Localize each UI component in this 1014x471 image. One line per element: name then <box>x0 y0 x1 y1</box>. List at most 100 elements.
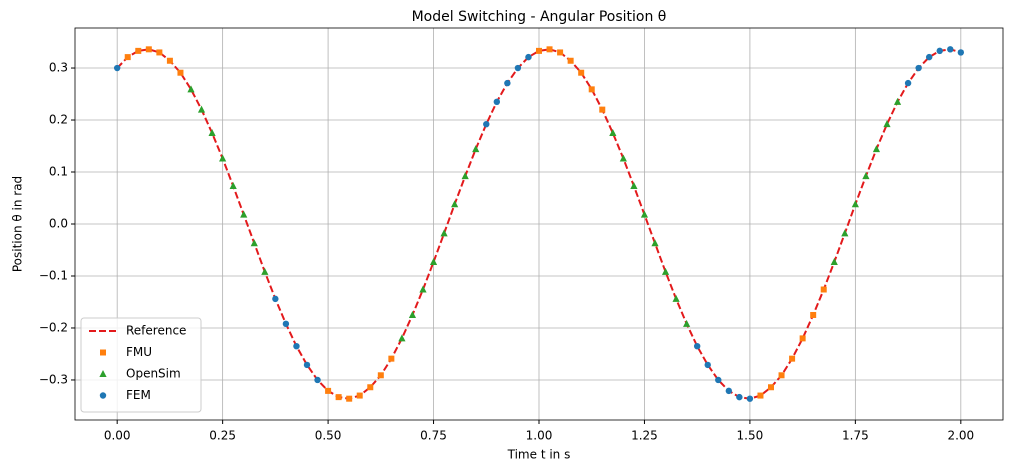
circle-marker <box>99 392 107 399</box>
circle-marker <box>303 361 311 369</box>
y-tick-label: −0.3 <box>39 372 68 386</box>
x-axis-label: Time t in s <box>507 448 571 462</box>
triangle-marker <box>661 267 670 275</box>
square-marker <box>789 355 796 362</box>
marks <box>113 46 965 402</box>
circle-marker <box>925 53 933 61</box>
square-marker <box>799 335 806 342</box>
square-marker <box>135 47 142 54</box>
circle-marker <box>725 387 733 395</box>
square-marker <box>166 57 173 64</box>
legend-box <box>80 317 202 413</box>
square-marker <box>557 49 564 56</box>
x-tick-label: 1.00 <box>526 429 553 443</box>
triangle-marker <box>651 239 659 247</box>
triangle-marker <box>672 294 680 302</box>
circle-marker <box>282 320 290 328</box>
legend-label: Reference <box>126 324 186 338</box>
square-marker <box>546 46 553 53</box>
ticks: 0.00 0.25 0.50 0.75 1.00 1.25 1.50 1.75 2.00 −0.3… <box>39 61 974 443</box>
circle-marker <box>947 46 954 53</box>
triangle-marker <box>862 172 870 180</box>
triangle-marker <box>872 145 881 153</box>
circle-marker <box>915 64 922 72</box>
circle-marker <box>514 64 522 72</box>
x-tick-label: 1.25 <box>631 429 658 443</box>
triangle-marker <box>619 154 627 162</box>
y-axis-label: Position θ in rad <box>11 176 25 272</box>
y-tick-label: 0.0 <box>49 217 68 231</box>
y-tick-label: 0.3 <box>49 61 68 75</box>
triangle-marker <box>429 257 438 265</box>
triangle-marker <box>830 257 838 265</box>
triangle-marker <box>398 334 406 342</box>
triangle-marker <box>683 319 691 327</box>
circle-marker <box>113 64 121 72</box>
legend-label: OpenSim <box>126 367 181 381</box>
y-tick-label: 0.1 <box>49 165 68 179</box>
triangle-marker <box>461 172 469 180</box>
square-marker <box>177 69 184 76</box>
triangle-marker <box>893 97 902 105</box>
circle-marker <box>904 79 912 87</box>
square-marker <box>599 106 606 113</box>
triangle-marker <box>883 120 891 128</box>
circle-marker <box>483 120 490 128</box>
circle-marker <box>272 295 279 303</box>
x-tick-label: 1.50 <box>737 429 764 443</box>
circle-marker <box>957 49 965 56</box>
triangle-marker <box>99 370 107 377</box>
square-marker <box>536 47 542 54</box>
circle-marker <box>936 47 943 55</box>
triangle-marker <box>419 285 427 293</box>
circle-marker <box>504 79 511 87</box>
square-marker <box>335 394 342 401</box>
x-tick-label: 0.50 <box>315 429 342 443</box>
square-marker <box>567 57 574 64</box>
triangle-marker <box>250 239 258 247</box>
triangle-marker <box>440 229 448 237</box>
square-marker <box>820 286 827 293</box>
x-tick-label: 2.00 <box>947 429 974 443</box>
y-tick-label: 0.2 <box>49 113 68 127</box>
triangle-marker <box>197 105 206 113</box>
circle-marker <box>746 395 754 402</box>
circle-marker <box>525 53 532 61</box>
y-tick-label: −0.1 <box>39 268 68 282</box>
square-marker <box>124 54 131 61</box>
square-marker <box>377 372 384 379</box>
square-marker <box>145 46 152 53</box>
square-marker <box>757 392 764 399</box>
triangle-marker <box>472 145 480 153</box>
triangle-marker <box>609 129 617 137</box>
square-marker <box>346 395 353 402</box>
x-tick-label: 1.75 <box>842 429 869 443</box>
triangle-marker <box>451 200 459 208</box>
triangle-marker <box>261 267 269 275</box>
x-tick-label: 0.75 <box>420 429 447 443</box>
circle-marker <box>293 342 300 350</box>
circle-marker <box>693 342 701 350</box>
legend-label: FEM <box>126 388 151 402</box>
triangle-marker <box>640 210 649 218</box>
circle-marker <box>736 393 743 401</box>
square-marker <box>588 86 595 93</box>
chart-title: Model Switching - Angular Position θ <box>412 9 667 25</box>
circle-marker <box>493 98 501 106</box>
triangle-marker <box>240 210 248 218</box>
square-marker <box>356 392 363 399</box>
square-marker <box>156 49 163 56</box>
square-marker <box>100 349 106 356</box>
circle-marker <box>314 376 321 384</box>
square-marker <box>810 311 817 318</box>
y-tick-label: −0.2 <box>39 320 68 334</box>
triangle-marker <box>841 229 849 237</box>
x-tick-label: 0.00 <box>104 429 131 443</box>
triangle-marker <box>408 310 417 318</box>
reference-line <box>116 48 962 400</box>
circle-marker <box>704 361 711 369</box>
legend-label: FMU <box>126 345 152 359</box>
square-marker <box>778 372 785 379</box>
square-marker <box>388 355 395 362</box>
